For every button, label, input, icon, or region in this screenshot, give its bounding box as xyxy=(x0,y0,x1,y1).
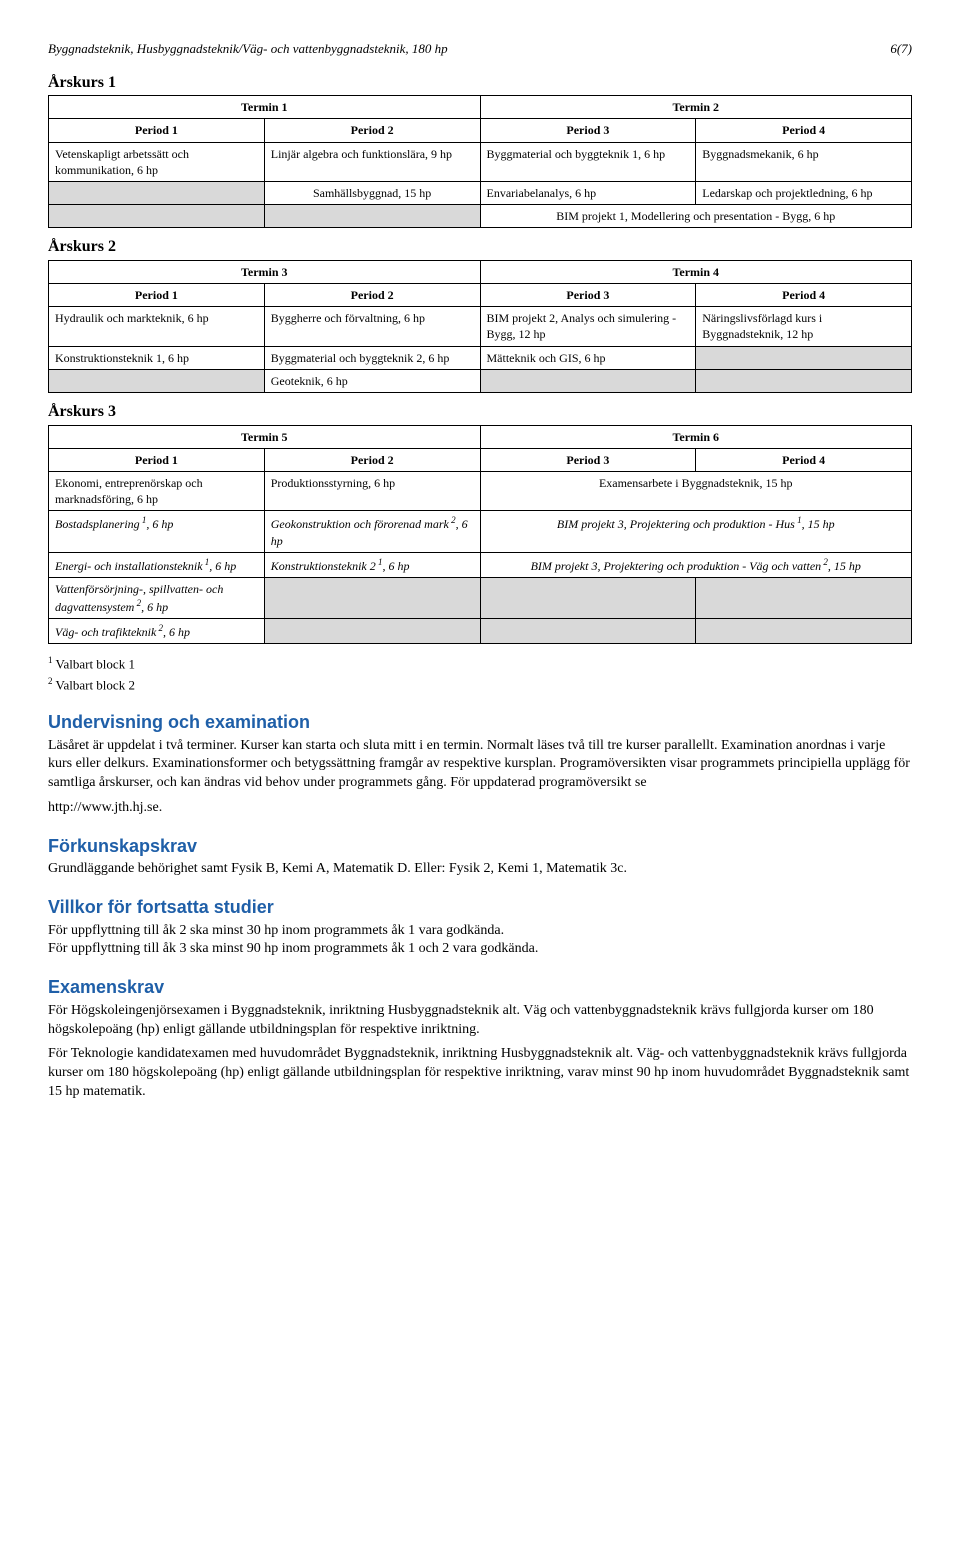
y1-r3c34: BIM projekt 1, Modellering och presentat… xyxy=(480,205,912,228)
section-prereq-p1: Grundläggande behörighet samt Fysik B, K… xyxy=(48,860,912,879)
y3-r2c34: BIM projekt 3, Projektering och produkti… xyxy=(480,511,912,552)
year3-table: Termin 5 Termin 6 Period 1 Period 2 Peri… xyxy=(48,425,912,645)
y3-r3c34: BIM projekt 3, Projektering och produkti… xyxy=(480,552,912,577)
term1-header: Termin 1 xyxy=(49,96,481,119)
y1-r1c1: Vetenskapligt arbetssätt och kommunikati… xyxy=(49,142,265,181)
y2-r1c1: Hydraulik och markteknik, 6 hp xyxy=(49,307,265,346)
term6-header: Termin 6 xyxy=(480,425,912,448)
year2-heading: Årskurs 2 xyxy=(48,236,912,258)
y2-p1: Period 1 xyxy=(49,284,265,307)
y2-r3-empty1 xyxy=(49,369,265,392)
section-continue-title: Villkor för fortsatta studier xyxy=(48,895,912,919)
y1-r3-empty1 xyxy=(49,205,265,228)
term5-header: Termin 5 xyxy=(49,425,481,448)
y1-p1: Period 1 xyxy=(49,119,265,142)
y3-p3: Period 3 xyxy=(480,448,696,471)
y2-r2c2: Byggmaterial och byggteknik 2, 6 hp xyxy=(264,346,480,369)
y3-r5c1: Väg- och trafikteknik 2, 6 hp xyxy=(49,619,265,644)
y2-r1c4: Näringslivsförlagd kurs i Byggnadsteknik… xyxy=(696,307,912,346)
y2-p4: Period 4 xyxy=(696,284,912,307)
y3-r3c1: Energi- och installationsteknik 1, 6 hp xyxy=(49,552,265,577)
y3-r2c2: Geokonstruktion och förorenad mark 2, 6 … xyxy=(264,511,480,552)
section-exam-p1: För Högskoleingenjörsexamen i Byggnadste… xyxy=(48,1002,912,1040)
y1-r2c3: Envariabelanalys, 6 hp xyxy=(480,181,696,204)
footnotes: 1 Valbart block 1 2 Valbart block 2 xyxy=(48,654,912,694)
header-page: 6(7) xyxy=(890,40,912,58)
section-continue-p1: För uppflyttning till åk 2 ska minst 30 … xyxy=(48,922,912,941)
section-teaching-p1: Läsåret är uppdelat i två terminer. Kurs… xyxy=(48,737,912,794)
y3-r1c1: Ekonomi, entreprenörskap och marknadsför… xyxy=(49,471,265,510)
term3-header: Termin 3 xyxy=(49,260,481,283)
y3-r4-empty4 xyxy=(696,577,912,618)
y1-r2c4: Ledarskap och projektledning, 6 hp xyxy=(696,181,912,204)
year2-table: Termin 3 Termin 4 Period 1 Period 2 Peri… xyxy=(48,260,912,393)
y3-r5-empty3 xyxy=(480,619,696,644)
y2-r1c2: Byggherre och förvaltning, 6 hp xyxy=(264,307,480,346)
y2-r1c3: BIM projekt 2, Analys och simulering - B… xyxy=(480,307,696,346)
y3-p1: Period 1 xyxy=(49,448,265,471)
y1-r3-empty2 xyxy=(264,205,480,228)
y3-r4-empty2 xyxy=(264,577,480,618)
y3-p2: Period 2 xyxy=(264,448,480,471)
page-header: Byggnadsteknik, Husbyggnadsteknik/Väg- o… xyxy=(48,40,912,58)
y2-r2c3: Mätteknik och GIS, 6 hp xyxy=(480,346,696,369)
y3-p4: Period 4 xyxy=(696,448,912,471)
y3-r1c2: Produktionsstyrning, 6 hp xyxy=(264,471,480,510)
section-continue-p2: För uppflyttning till åk 3 ska minst 90 … xyxy=(48,940,912,959)
section-exam-title: Examenskrav xyxy=(48,975,912,999)
section-teaching-title: Undervisning och examination xyxy=(48,710,912,734)
y1-r2-empty1 xyxy=(49,181,265,204)
y3-r5-empty4 xyxy=(696,619,912,644)
section-exam-p2: För Teknologie kandidatexamen med huvudo… xyxy=(48,1045,912,1102)
year1-table: Termin 1 Termin 2 Period 1 Period 2 Peri… xyxy=(48,95,912,228)
y1-r1c2: Linjär algebra och funktionslära, 9 hp xyxy=(264,142,480,181)
y3-r5-empty2 xyxy=(264,619,480,644)
y3-r4c1: Vattenförsörjning-, spillvatten- och dag… xyxy=(49,577,265,618)
y1-r1c4: Byggnadsmekanik, 6 hp xyxy=(696,142,912,181)
y1-p4: Period 4 xyxy=(696,119,912,142)
year1-heading: Årskurs 1 xyxy=(48,72,912,94)
y2-r2-empty4 xyxy=(696,346,912,369)
term2-header: Termin 2 xyxy=(480,96,912,119)
y1-p3: Period 3 xyxy=(480,119,696,142)
y1-p2: Period 2 xyxy=(264,119,480,142)
y3-r1c34: Examensarbete i Byggnadsteknik, 15 hp xyxy=(480,471,912,510)
footnote-1: 1 Valbart block 1 xyxy=(48,654,912,673)
y2-r3c2: Geoteknik, 6 hp xyxy=(264,369,480,392)
section-prereq-title: Förkunskapskrav xyxy=(48,834,912,858)
year3-heading: Årskurs 3 xyxy=(48,401,912,423)
term4-header: Termin 4 xyxy=(480,260,912,283)
y3-r4-empty3 xyxy=(480,577,696,618)
y3-r3c2: Konstruktionsteknik 2 1, 6 hp xyxy=(264,552,480,577)
y2-r3-empty3 xyxy=(480,369,696,392)
section-teaching-url: http://www.jth.hj.se. xyxy=(48,799,912,818)
y2-r3-empty4 xyxy=(696,369,912,392)
y3-r2c1: Bostadsplanering 1, 6 hp xyxy=(49,511,265,552)
header-title: Byggnadsteknik, Husbyggnadsteknik/Väg- o… xyxy=(48,40,448,58)
y2-r2c1: Konstruktionsteknik 1, 6 hp xyxy=(49,346,265,369)
y2-p2: Period 2 xyxy=(264,284,480,307)
y2-p3: Period 3 xyxy=(480,284,696,307)
footnote-2: 2 Valbart block 2 xyxy=(48,675,912,694)
y1-r1c3: Byggmaterial och byggteknik 1, 6 hp xyxy=(480,142,696,181)
y1-r2c12: Samhällsbyggnad, 15 hp xyxy=(264,181,480,204)
